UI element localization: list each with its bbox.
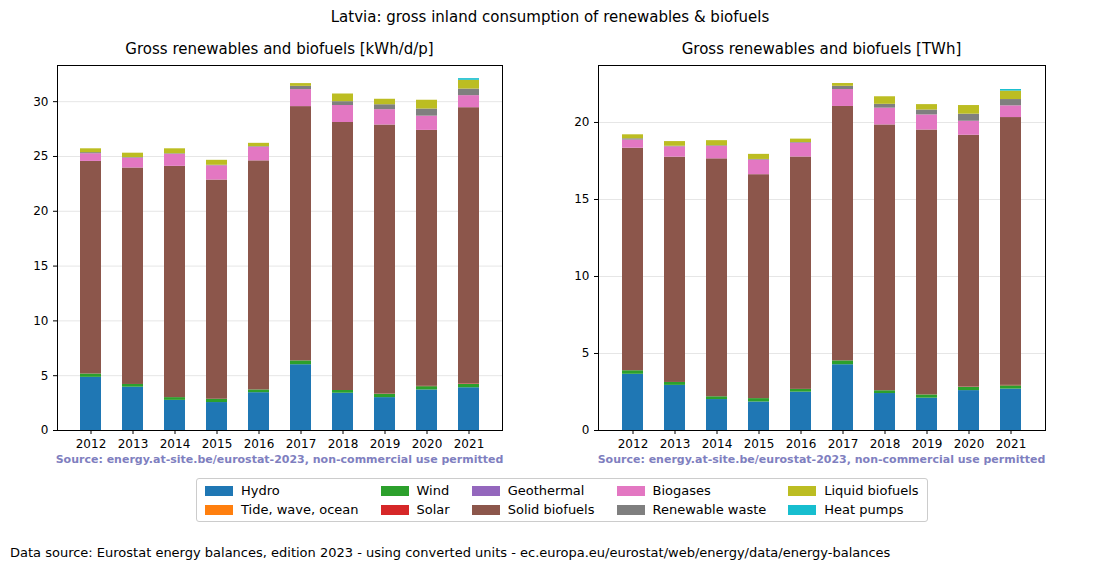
svg-text:15: 15 [574, 192, 589, 206]
svg-text:2016: 2016 [786, 437, 817, 451]
html-text:Heat pumps: Heat pumps [824, 502, 904, 517]
svg-text:2020: 2020 [954, 437, 985, 451]
svg-text:2017: 2017 [286, 437, 317, 451]
svg-text:5: 5 [41, 369, 49, 383]
svg-text:2021: 2021 [454, 437, 485, 451]
html-text:Tide, wave, ocean: Tide, wave, ocean [241, 502, 359, 517]
svg-text:2013: 2013 [118, 437, 149, 451]
html-text:Renewable waste: Renewable waste [652, 502, 767, 517]
html-text:Source: energy.at-site.be/euro: Source: energy.at-site.be/eurostat-2023,… [597, 453, 1046, 466]
svg-text:2019: 2019 [370, 437, 401, 451]
svg-text:2012: 2012 [618, 437, 649, 451]
html-text:Data source: Eurostat energy b: Data source: Eurostat energy balances, e… [10, 545, 891, 560]
html-text:Source: energy.at-site.be/euro: Source: energy.at-site.be/eurostat-2023,… [55, 453, 504, 466]
svg-text:0: 0 [582, 423, 590, 437]
svg-text:2012: 2012 [76, 437, 107, 451]
svg-text:10: 10 [574, 269, 589, 283]
svg-text:2016: 2016 [244, 437, 275, 451]
html-text:Solar: Solar [416, 502, 450, 517]
svg-text:2014: 2014 [702, 437, 733, 451]
html-text:Geothermal: Geothermal [507, 483, 585, 498]
svg-text:2019: 2019 [912, 437, 943, 451]
svg-text:15: 15 [33, 259, 48, 273]
svg-text:2018: 2018 [328, 437, 359, 451]
svg-text:30: 30 [33, 95, 48, 109]
svg-text:2021: 2021 [996, 437, 1027, 451]
svg-text:2017: 2017 [828, 437, 859, 451]
html-text:Gross renewables and biofuels: Gross renewables and biofuels [kWh/d/p] [125, 40, 434, 58]
svg-text:20: 20 [33, 204, 48, 218]
svg-text:2013: 2013 [660, 437, 691, 451]
html-text:Latvia: gross inland consumpti: Latvia: gross inland consumption of rene… [330, 8, 770, 26]
html-text:Liquid biofuels: Liquid biofuels [824, 483, 919, 498]
svg-text:5: 5 [582, 346, 590, 360]
html-text:Biogases: Biogases [652, 483, 711, 498]
svg-text:20: 20 [574, 115, 589, 129]
svg-text:2018: 2018 [870, 437, 901, 451]
svg-text:25: 25 [33, 149, 48, 163]
svg-text:2015: 2015 [202, 437, 233, 451]
svg-text:2020: 2020 [412, 437, 443, 451]
html-text:Solid biofuels: Solid biofuels [507, 502, 595, 517]
svg-text:0: 0 [41, 423, 49, 437]
svg-text:2015: 2015 [744, 437, 775, 451]
svg-text:10: 10 [33, 314, 48, 328]
html-text:Hydro: Hydro [241, 483, 280, 498]
html-text:Wind: Wind [416, 483, 450, 498]
svg-text:2014: 2014 [160, 437, 191, 451]
html-text:Gross renewables and biofuels: Gross renewables and biofuels [TWh] [681, 40, 962, 58]
